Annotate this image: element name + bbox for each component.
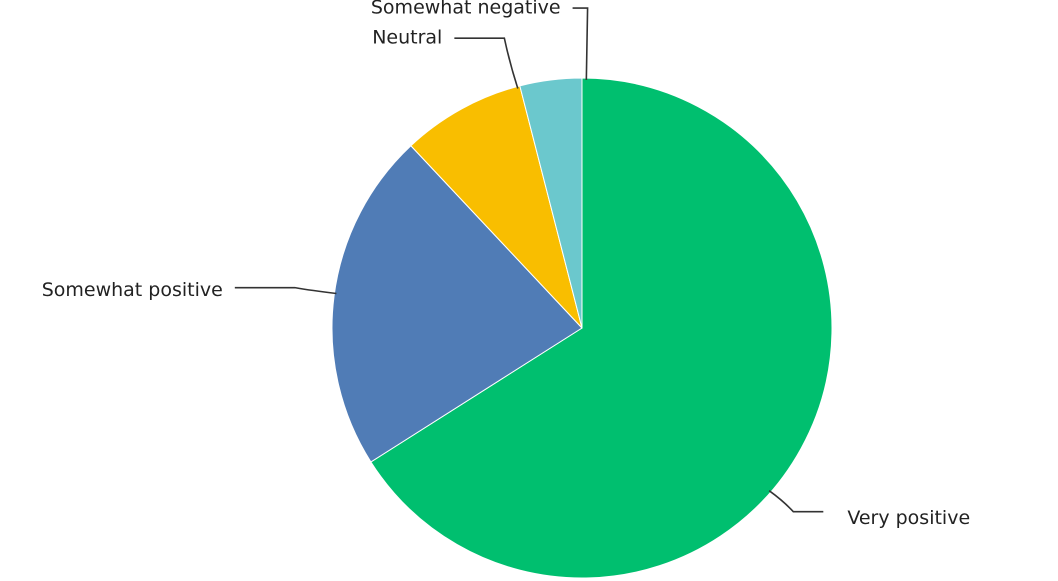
leader-line-neutral (454, 37, 519, 89)
pie-slice-somewhat-positive (331, 145, 583, 463)
pie-slice-somewhat-negative (519, 77, 583, 329)
slice-label-somewhat-negative: Somewhat negative (371, 0, 561, 19)
slice-label-neutral: Neutral (372, 27, 442, 49)
slice-label-somewhat-positive: Somewhat positive (42, 279, 223, 301)
pie-slice-neutral (410, 85, 583, 329)
leader-line-very-positive (768, 490, 824, 513)
pie-slice-very-positive (370, 77, 833, 579)
slice-label-very-positive: Very positive (847, 507, 970, 529)
leader-line-somewhat-positive (234, 286, 337, 295)
leader-line-somewhat-negative (572, 7, 589, 81)
